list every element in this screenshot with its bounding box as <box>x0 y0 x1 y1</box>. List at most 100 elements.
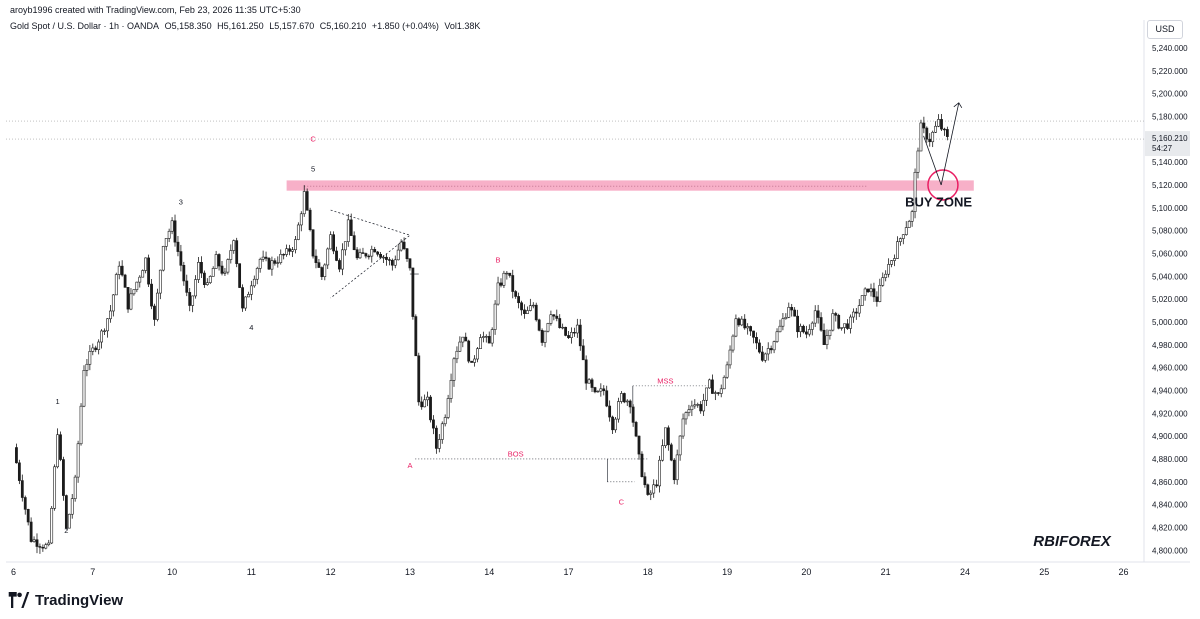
candle-body <box>205 282 209 286</box>
time-tick-label: 26 <box>1119 567 1129 577</box>
candle-body <box>822 329 826 345</box>
price-tick-label: 4,920.000 <box>1152 409 1188 418</box>
candle-body <box>925 127 929 140</box>
entry-circle[interactable] <box>927 169 959 201</box>
candle-body <box>834 313 838 316</box>
footer-brand-text: TradingView <box>35 591 124 609</box>
time-tick-label: 12 <box>326 567 336 577</box>
candle-body <box>247 294 250 298</box>
candle-body <box>881 277 885 286</box>
candle-body <box>32 539 36 542</box>
candle-body <box>85 363 89 371</box>
candle-body <box>802 325 805 333</box>
candle-body <box>238 263 242 288</box>
candle-body <box>749 326 753 332</box>
buy-zone-rect[interactable] <box>286 180 974 191</box>
candle-body <box>132 289 136 295</box>
candle-body <box>117 265 121 275</box>
time-tick-label: 21 <box>881 567 891 577</box>
candle-body <box>373 249 377 253</box>
candle-body <box>863 288 867 296</box>
candle-body <box>62 459 65 496</box>
candle-body <box>385 256 388 260</box>
candle-body <box>719 388 723 394</box>
candle-body <box>611 416 614 431</box>
arrow-head-icon <box>953 102 963 108</box>
price-tick-label: 4,880.000 <box>1152 455 1188 464</box>
candle-body <box>94 347 98 350</box>
candle-body <box>446 398 450 418</box>
price-tick-label: 4,860.000 <box>1152 478 1188 487</box>
candle-body <box>414 316 418 357</box>
candle-body <box>587 379 591 384</box>
candle-body <box>76 443 80 478</box>
candle-body <box>106 318 109 332</box>
candle-body <box>308 209 312 230</box>
candle-body <box>508 272 512 276</box>
candle-body <box>919 122 923 152</box>
candle-body <box>111 294 115 312</box>
price-tick-label: 4,960.000 <box>1152 364 1188 373</box>
candle-body <box>857 305 861 314</box>
candle-body <box>229 250 233 260</box>
candle-body <box>41 547 45 549</box>
legend-low: L5,157.670 <box>269 21 315 31</box>
wave-label: MSS <box>657 377 673 386</box>
price-tick-label: 5,080.000 <box>1152 227 1188 236</box>
legend-symbol[interactable]: Gold Spot / U.S. Dollar · 1h · OANDA <box>10 21 160 31</box>
candle-body <box>361 252 365 254</box>
candle-body <box>173 220 177 243</box>
price-tick-label: 5,220.000 <box>1152 67 1188 76</box>
candle-countdown: 54:27 <box>1152 144 1173 153</box>
candle-body <box>429 396 432 421</box>
candle-body <box>860 295 864 306</box>
candle-body <box>596 390 600 393</box>
candle-body <box>599 388 603 392</box>
currency-button[interactable]: USD <box>1147 20 1183 39</box>
candle-body <box>217 254 221 267</box>
created-by-text: aroyb1996 created with TradingView.com, … <box>10 5 301 15</box>
price-tick-label: 5,100.000 <box>1152 204 1188 213</box>
wave-label: A <box>407 461 412 470</box>
candle-body <box>123 274 127 288</box>
path-arrow-up <box>940 102 960 186</box>
candle-body <box>922 122 926 129</box>
candle-body <box>467 340 471 362</box>
candle-body <box>760 351 764 361</box>
candle-body <box>79 405 83 445</box>
candle-body <box>443 417 447 425</box>
candle-body <box>285 248 289 255</box>
candle-body <box>584 359 588 384</box>
candle-body <box>543 330 547 343</box>
candle-body <box>226 259 230 273</box>
candle-body <box>898 238 902 242</box>
candle-body <box>470 360 474 363</box>
candle-body <box>299 213 303 226</box>
last-price-badge <box>1145 131 1190 157</box>
price-tick-label: 5,240.000 <box>1152 44 1188 53</box>
candle-body <box>461 336 465 343</box>
time-tick-label: 6 <box>11 567 16 577</box>
candle-body <box>702 399 706 412</box>
candle-body <box>669 444 673 461</box>
candle-body <box>637 435 641 455</box>
candle-body <box>581 345 585 361</box>
candle-body <box>200 262 203 274</box>
candle-body <box>523 309 526 314</box>
candle-body <box>622 393 626 403</box>
candle-body <box>846 323 849 329</box>
candle-body <box>910 211 914 222</box>
candle-body <box>843 323 846 328</box>
candle-body <box>232 240 236 251</box>
candle-body <box>276 262 280 264</box>
candle-body <box>73 476 77 499</box>
candle-body <box>875 296 879 302</box>
candle-body <box>734 318 738 337</box>
candle-body <box>476 348 479 360</box>
candle-body <box>681 418 685 437</box>
candle-body <box>828 329 832 336</box>
price-tick-label: 4,800.000 <box>1152 546 1188 555</box>
candle-body <box>235 240 239 264</box>
candle-body <box>338 260 341 270</box>
